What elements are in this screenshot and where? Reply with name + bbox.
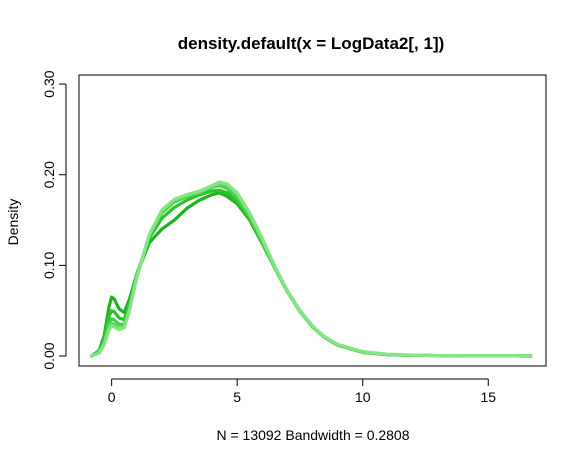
x-tick-label: 15 xyxy=(480,389,496,405)
plot-frame xyxy=(78,74,547,367)
x-tick-label: 5 xyxy=(233,389,241,405)
y-tick-label: 0.00 xyxy=(41,342,57,369)
y-axis: 0.00 0.10 0.20 0.30 xyxy=(41,70,67,370)
x-tick-label: 10 xyxy=(355,389,371,405)
density-curves xyxy=(89,180,533,358)
y-tick-label: 0.30 xyxy=(41,70,57,97)
density-curve-3 xyxy=(89,184,533,358)
density-curve-5 xyxy=(89,180,533,358)
y-axis-label: Density xyxy=(5,199,21,246)
y-tick-label: 0.10 xyxy=(41,252,57,279)
y-tick-label: 0.20 xyxy=(41,161,57,188)
density-curve-2 xyxy=(89,188,533,358)
x-axis-label: N = 13092 Bandwidth = 0.2808 xyxy=(216,427,409,443)
density-curve-4 xyxy=(89,182,533,358)
x-tick-label: 0 xyxy=(108,389,116,405)
chart-title: density.default(x = LogData2[, 1]) xyxy=(178,34,445,53)
x-axis: 0 5 10 15 xyxy=(108,378,496,405)
